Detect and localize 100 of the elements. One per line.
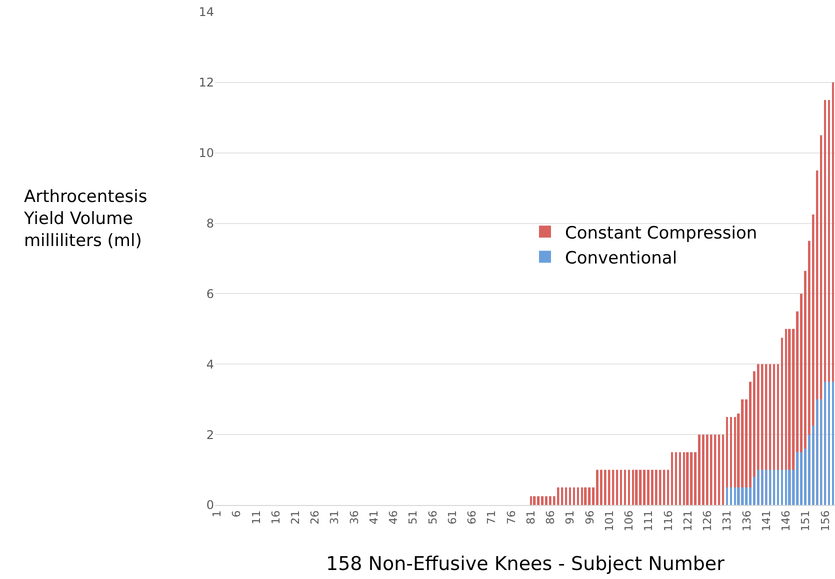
bar [737, 487, 740, 505]
bar [643, 470, 646, 505]
bar [773, 470, 776, 505]
bar [663, 470, 666, 505]
bar [608, 470, 610, 505]
bar [561, 487, 564, 505]
bar [565, 487, 568, 505]
x-tick-label: 91 [564, 510, 577, 524]
x-tick-label: 156 [818, 510, 832, 532]
x-tick-label: 56 [426, 510, 440, 524]
bar [722, 434, 724, 505]
bar [545, 496, 548, 505]
bar [706, 434, 708, 505]
bar [702, 434, 704, 505]
bar [573, 487, 575, 505]
x-tick-label: 86 [544, 510, 558, 524]
bar [675, 452, 677, 505]
x-tick-label: 146 [780, 510, 793, 532]
x-tick-label: 106 [622, 510, 636, 532]
bar [667, 470, 670, 505]
bar [781, 470, 783, 505]
x-tick-label: 16 [269, 510, 282, 524]
bar [757, 470, 760, 505]
x-tick-label: 151 [799, 510, 812, 532]
bar [533, 496, 536, 505]
bar [769, 470, 772, 505]
x-tick-label: 26 [308, 510, 322, 524]
x-tick-label: 141 [760, 510, 773, 532]
bar [600, 470, 602, 505]
bar [686, 452, 689, 505]
x-axis-title: 158 Non-Effusive Knees - Subject Number [326, 553, 725, 575]
bar [651, 470, 654, 505]
x-tick-label: 46 [387, 510, 400, 524]
x-tick-label: 1 [210, 510, 224, 518]
x-tick-label: 101 [602, 510, 616, 532]
bar [765, 470, 768, 505]
legend-label: Conventional [565, 248, 678, 268]
bar [569, 487, 572, 505]
bar [624, 470, 626, 505]
bar [632, 470, 634, 505]
y-tick-label: 0 [206, 498, 214, 512]
x-tick-label: 136 [740, 510, 754, 532]
bar [604, 470, 606, 505]
x-tick-label: 111 [642, 510, 656, 532]
bar [741, 487, 744, 505]
bar [639, 470, 642, 505]
bar [710, 434, 712, 505]
x-tick-label: 41 [367, 510, 380, 524]
bar [718, 434, 720, 505]
x-tick-label: 51 [406, 510, 420, 524]
bar [581, 487, 583, 505]
x-tick-label: 36 [348, 510, 361, 524]
x-tick-label: 131 [720, 510, 734, 532]
bar [612, 470, 614, 505]
legend-label: Constant Compression [565, 223, 758, 244]
x-tick-label: 126 [701, 510, 714, 532]
x-tick-label: 81 [524, 510, 538, 524]
y-tick-label: 14 [198, 5, 214, 20]
bar [671, 452, 674, 505]
bar [679, 452, 681, 505]
bar [698, 434, 700, 505]
y-tick-label: 12 [198, 76, 214, 90]
x-tick-label: 96 [583, 510, 596, 524]
bar [655, 470, 658, 505]
x-tick-label: 6 [230, 510, 244, 518]
bar [596, 470, 598, 505]
y-tick-label: 6 [206, 286, 214, 301]
bar [616, 470, 618, 505]
bar [690, 452, 693, 505]
x-tick-label: 71 [485, 510, 498, 524]
y-tick-label: 10 [198, 146, 214, 160]
bar [588, 487, 591, 505]
bar [820, 399, 822, 505]
bar [761, 470, 764, 505]
x-tick-label: 66 [466, 510, 479, 524]
y-tick-label: 8 [206, 216, 214, 230]
bar [537, 496, 540, 505]
bar [785, 470, 787, 505]
bar [824, 382, 826, 505]
x-tick-label: 21 [289, 510, 302, 524]
bar [828, 382, 830, 505]
bar [647, 470, 650, 505]
bar [832, 382, 834, 505]
bar [628, 470, 630, 505]
bar [635, 470, 638, 505]
bar [714, 434, 716, 505]
x-tick-label: 76 [504, 510, 518, 524]
bar [584, 487, 587, 505]
bar [726, 487, 728, 505]
bar [620, 470, 622, 505]
bar [730, 487, 732, 505]
y-tick-label: 2 [206, 428, 214, 442]
x-tick-label: 11 [250, 510, 263, 524]
y-tick-label: 4 [206, 357, 214, 372]
bar [577, 487, 579, 505]
bar [800, 452, 803, 505]
bar [683, 452, 685, 505]
x-tick-label: 61 [446, 510, 459, 524]
y-axis-title: Arthrocentesis Yield Volume milliliters (ml) [23, 187, 148, 252]
bar [796, 452, 799, 505]
